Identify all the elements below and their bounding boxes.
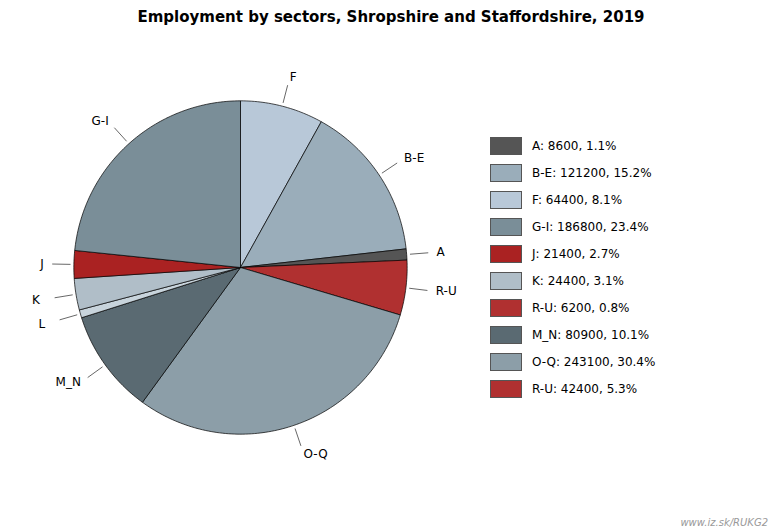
- svg-text:G-I: G-I: [92, 114, 109, 128]
- html-text:Employment by sectors, Shropsh: Employment by sectors, Shropshire and St…: [137, 8, 645, 26]
- html-text:A: 8600, 1.1%: A: 8600, 1.1%: [532, 138, 617, 153]
- html-text:B-E: 121200, 15.2%: B-E: 121200, 15.2%: [532, 165, 652, 180]
- svg-text:L: L: [38, 317, 45, 331]
- html-text:J: 21400, 2.7%: J: 21400, 2.7%: [532, 246, 620, 261]
- html-text:R-U: 6200, 0.8%: R-U: 6200, 0.8%: [532, 300, 630, 315]
- svg-text:K: K: [32, 293, 41, 307]
- html-text:O-Q: 243100, 30.4%: O-Q: 243100, 30.4%: [532, 354, 656, 369]
- html-text:G-I: 186800, 23.4%: G-I: 186800, 23.4%: [532, 219, 649, 234]
- html-text:F: 64400, 8.1%: F: 64400, 8.1%: [532, 192, 623, 207]
- html-text:M_N: 80900, 10.1%: M_N: 80900, 10.1%: [532, 327, 650, 342]
- svg-text:M_N: M_N: [56, 375, 81, 389]
- html-text:www.iz.sk/RUKG2: www.iz.sk/RUKG2: [680, 517, 768, 528]
- svg-text:O-Q: O-Q: [304, 447, 328, 461]
- svg-text:J: J: [39, 257, 44, 271]
- html-text:R-U: 42400, 5.3%: R-U: 42400, 5.3%: [532, 381, 638, 396]
- svg-text:F: F: [290, 70, 297, 84]
- svg-text:R-U: R-U: [436, 284, 457, 298]
- svg-text:A: A: [437, 245, 446, 259]
- svg-text:B-E: B-E: [404, 151, 424, 165]
- html-text:K: 24400, 3.1%: K: 24400, 3.1%: [532, 273, 624, 288]
